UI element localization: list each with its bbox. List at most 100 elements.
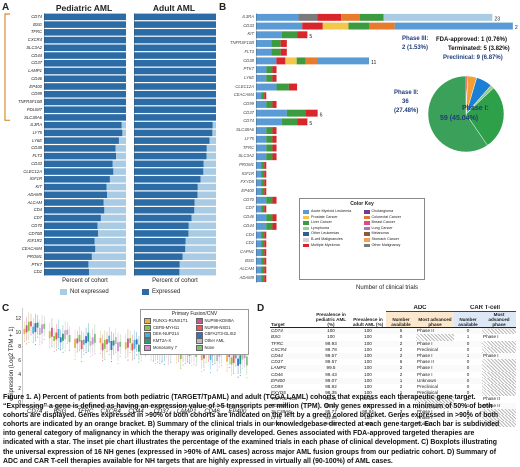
- fusion-swatch: [195, 318, 203, 325]
- table-cell-car-p: [482, 384, 517, 391]
- gene-label-b: SLC38A6: [236, 127, 254, 133]
- outlier-point: [161, 361, 163, 363]
- table-cell-adc-n: 0: [399, 334, 403, 340]
- gene-label-a: LY75: [32, 130, 42, 136]
- panel-label-b: B: [219, 2, 227, 13]
- outlier-point: [34, 344, 36, 346]
- fusion-legend-label: None: [204, 344, 215, 350]
- table-cell-car-n: 0: [466, 328, 470, 334]
- trial-bar-segment: [271, 48, 281, 56]
- table-cell-adult: 98.84: [362, 396, 374, 402]
- trial-bar-segment: [261, 188, 265, 196]
- table-cell-adc-p: Phase II: [417, 359, 434, 365]
- outlier-point: [58, 347, 60, 349]
- trial-bar-segment: [266, 214, 273, 222]
- gene-label-b: CD37: [243, 109, 254, 115]
- box: [80, 340, 83, 350]
- outlier-point: [184, 362, 186, 364]
- box: [131, 343, 134, 351]
- table-cell-car-n: 0: [466, 377, 470, 383]
- table-cell-adc-n: 0: [399, 396, 403, 402]
- pie-label-phase2: Phase II:: [394, 90, 419, 96]
- table-cell-adult: 100: [364, 346, 372, 352]
- fusion-legend-label: Other AML: [204, 338, 225, 344]
- table-row: SLC38A6 95.77 98.84 3 Phase I 0: [270, 408, 517, 416]
- fusion-legend-item: NUP98-KDM5A: [195, 318, 246, 325]
- bar-expressed: [134, 237, 186, 245]
- table-row: CXCR4 99.78 100 2 Preclinical 0: [270, 346, 517, 353]
- y-ticks-c: 0 2 4 6 8 10 12: [13, 308, 21, 408]
- trial-bar-segment: [256, 188, 262, 196]
- gene-label-b: CD4: [245, 231, 254, 237]
- gene-label-a: ADAM9: [27, 191, 42, 197]
- orange-bracket: [4, 13, 10, 121]
- trial-bar-segment: [256, 66, 267, 74]
- trial-bar-segment: [272, 74, 277, 82]
- bar-expressed: [134, 106, 216, 113]
- bar-expressed: [134, 60, 216, 67]
- bar-expressed: [134, 44, 216, 52]
- box: [133, 339, 136, 349]
- table-column-header: Target Prevalence in pediatric AML (%) P…: [270, 311, 517, 328]
- table-cell-ped: 99.57: [325, 359, 337, 365]
- trial-bar-segment: [266, 222, 273, 230]
- trial-bar-segment: [266, 100, 273, 108]
- outlier-point: [117, 363, 119, 365]
- trial-bar-segment: [272, 222, 277, 230]
- trial-bar-segment: [272, 153, 277, 161]
- fusion-legend-label: CBFB-MYH11: [153, 324, 180, 330]
- table-cell-ped: 100: [327, 328, 335, 334]
- bar-expressed: [134, 75, 216, 83]
- box: [25, 325, 28, 333]
- box: [99, 337, 102, 343]
- gene-label-a: CD70: [31, 222, 42, 228]
- gene-label-b: CD2: [245, 240, 254, 246]
- outlier-point: [28, 341, 30, 343]
- color-key-swatch: [363, 243, 370, 248]
- trial-bar-segment: [272, 127, 277, 135]
- box: [91, 337, 94, 345]
- box: [216, 352, 219, 362]
- trial-bar-segment: [261, 249, 265, 256]
- table-cell-adc-p: Phase I: [417, 408, 433, 414]
- caption-line: indicated with a star. The inset pie cha…: [3, 439, 497, 447]
- outlier-point: [175, 362, 177, 364]
- table-cell-adult: 98.84: [362, 408, 374, 414]
- bar-expressed: [44, 222, 98, 229]
- bar-expressed: [44, 44, 126, 52]
- color-key-item: Stomach Cancer: [363, 237, 422, 243]
- outlier-point: [244, 366, 246, 368]
- color-key-item: Breast Cancer: [363, 220, 422, 226]
- trial-bar-segment: [256, 275, 262, 283]
- outlier-point: [87, 350, 89, 352]
- box: [68, 335, 71, 343]
- bar-not-expressed: [95, 245, 126, 253]
- trial-bar-segment: [272, 196, 277, 204]
- bar-not-expressed: [100, 214, 126, 222]
- pie-label-phase1: Phase I:: [462, 105, 489, 112]
- pie-label-fda: FDA-approved: 1 (0.76%): [436, 37, 508, 43]
- table-cell-ped: 100: [327, 334, 335, 340]
- bar-expressed: [134, 206, 195, 214]
- box: [76, 338, 79, 344]
- table-cell-ped: 99.5: [326, 365, 336, 371]
- fusion-swatch: [144, 338, 151, 345]
- box: [85, 336, 87, 344]
- table-cell-ped: 99.93: [325, 340, 337, 346]
- table-cell-target: CD44: [271, 353, 283, 358]
- gene-label-b: IL3RA: [242, 14, 254, 19]
- fusion-legend-item: Other AML: [195, 338, 246, 345]
- table-cell-ped: 94.55: [325, 421, 337, 427]
- bar-not-expressed: [203, 168, 216, 175]
- bar-not-expressed: [103, 199, 126, 206]
- table-cell-car-p: [482, 377, 517, 385]
- trial-bar-segment: [266, 196, 273, 204]
- outlier-point: [218, 366, 220, 368]
- gene-label-a: CD7: [33, 215, 42, 221]
- bar-expressed: [134, 13, 216, 21]
- pie-label-preclinical: Preclinical: 9 (6.87%): [443, 55, 503, 61]
- color-key-item: Acute Myeloid Leukemia: [303, 209, 361, 215]
- gene-label-b: IGF1R: [241, 170, 254, 176]
- bar-not-expressed: [98, 230, 126, 237]
- box: [245, 356, 248, 366]
